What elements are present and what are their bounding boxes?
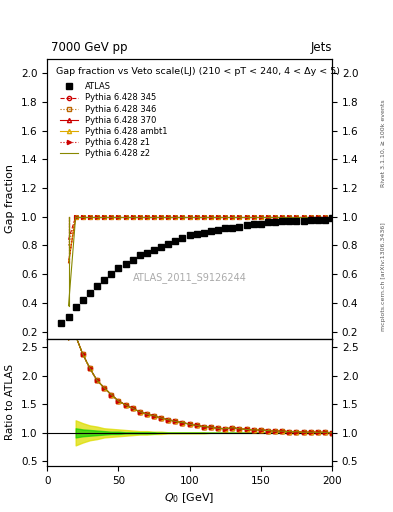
- ATLAS: [166, 241, 171, 247]
- ATLAS: [73, 304, 78, 310]
- ATLAS: [81, 297, 85, 303]
- ATLAS: [294, 218, 299, 224]
- ATLAS: [145, 249, 149, 255]
- ATLAS: [309, 217, 313, 223]
- ATLAS: [123, 261, 128, 267]
- ATLAS: [287, 218, 292, 224]
- ATLAS: [88, 290, 92, 296]
- ATLAS: [152, 247, 156, 253]
- ATLAS: [230, 225, 235, 231]
- ATLAS: [244, 222, 249, 228]
- ATLAS: [102, 277, 107, 283]
- ATLAS: [223, 225, 228, 231]
- ATLAS: [66, 314, 71, 321]
- ATLAS: [187, 232, 192, 239]
- ATLAS: [330, 215, 334, 221]
- ATLAS: [280, 218, 285, 224]
- Text: ATLAS_2011_S9126244: ATLAS_2011_S9126244: [133, 272, 246, 283]
- Text: 7000 GeV pp: 7000 GeV pp: [51, 41, 128, 54]
- Y-axis label: Gap fraction: Gap fraction: [5, 164, 15, 233]
- Text: mcplots.cern.ch [arXiv:1306.3436]: mcplots.cern.ch [arXiv:1306.3436]: [381, 222, 386, 331]
- ATLAS: [180, 235, 185, 241]
- ATLAS: [323, 217, 327, 223]
- Legend: ATLAS, Pythia 6.428 345, Pythia 6.428 346, Pythia 6.428 370, Pythia 6.428 ambt1,: ATLAS, Pythia 6.428 345, Pythia 6.428 34…: [57, 80, 169, 160]
- ATLAS: [159, 244, 163, 250]
- ATLAS: [273, 220, 277, 226]
- ATLAS: [252, 221, 256, 227]
- Text: Gap fraction vs Veto scale(LJ) (210 < pT < 240, 4 < Δy < 5): Gap fraction vs Veto scale(LJ) (210 < pT…: [56, 67, 340, 76]
- ATLAS: [202, 229, 206, 236]
- ATLAS: [301, 218, 306, 224]
- ATLAS: [237, 224, 242, 230]
- Line: ATLAS: ATLAS: [59, 216, 335, 326]
- ATLAS: [266, 220, 270, 226]
- ATLAS: [116, 265, 121, 271]
- ATLAS: [216, 227, 220, 233]
- ATLAS: [138, 252, 142, 259]
- Text: Jets: Jets: [310, 41, 332, 54]
- ATLAS: [259, 221, 263, 227]
- Y-axis label: Ratio to ATLAS: Ratio to ATLAS: [5, 364, 15, 440]
- ATLAS: [316, 217, 320, 223]
- ATLAS: [209, 228, 213, 234]
- X-axis label: $Q_0$ [GeV]: $Q_0$ [GeV]: [164, 491, 215, 505]
- ATLAS: [109, 271, 114, 277]
- ATLAS: [195, 231, 199, 237]
- ATLAS: [59, 320, 64, 326]
- ATLAS: [95, 283, 99, 289]
- Text: Rivet 3.1.10, ≥ 100k events: Rivet 3.1.10, ≥ 100k events: [381, 99, 386, 187]
- ATLAS: [130, 257, 135, 263]
- ATLAS: [173, 238, 178, 244]
